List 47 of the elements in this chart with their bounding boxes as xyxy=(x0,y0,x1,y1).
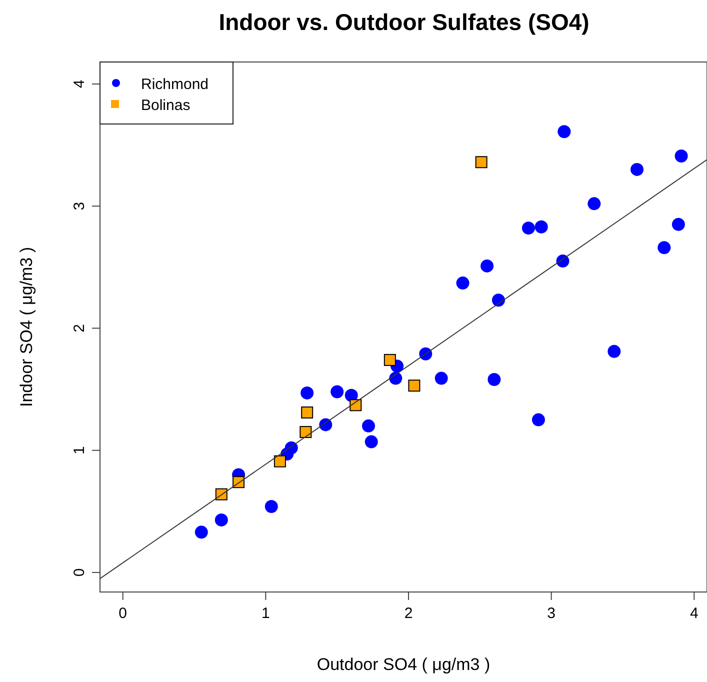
point xyxy=(194,526,208,539)
point xyxy=(488,373,501,386)
point xyxy=(630,162,644,176)
chart-title: Indoor vs. Outdoor Sulfates (SO4) xyxy=(218,9,590,35)
y-tick-label: 0 xyxy=(71,568,88,577)
point xyxy=(364,435,378,448)
point xyxy=(522,222,535,235)
point xyxy=(475,156,488,168)
point xyxy=(274,455,286,468)
point xyxy=(264,500,278,514)
point xyxy=(384,354,396,366)
point xyxy=(672,218,685,231)
point xyxy=(532,413,545,426)
point xyxy=(480,259,494,272)
point xyxy=(362,419,376,432)
point xyxy=(492,294,505,307)
y-tick-label: 4 xyxy=(71,80,88,88)
point xyxy=(674,150,688,163)
legend-label: Richmond xyxy=(141,76,209,93)
point xyxy=(330,385,344,398)
y-tick-label: 1 xyxy=(71,446,88,455)
point xyxy=(434,372,448,385)
point xyxy=(350,399,362,412)
x-tick-label: 2 xyxy=(404,605,413,622)
point xyxy=(456,276,470,290)
x-tick-label: 0 xyxy=(118,605,128,622)
point xyxy=(534,220,548,234)
y-tick-label: 2 xyxy=(71,324,88,332)
point xyxy=(588,197,601,210)
point xyxy=(319,418,332,432)
point xyxy=(300,386,314,400)
x-tick-label: 3 xyxy=(547,605,556,622)
point xyxy=(389,372,402,385)
y-tick-label: 3 xyxy=(71,202,88,210)
legend-label: Bolinas xyxy=(141,97,190,114)
point xyxy=(658,241,671,254)
x-axis-title: Outdoor SO4 ( μg/m3 ) xyxy=(316,655,490,674)
y-axis-title: Indoor SO4 ( μg/m3 ) xyxy=(17,246,36,408)
x-tick-label: 1 xyxy=(262,605,270,622)
point xyxy=(419,347,432,360)
point xyxy=(301,406,314,418)
point xyxy=(558,125,571,138)
x-tick-label: 4 xyxy=(690,605,698,622)
point xyxy=(408,380,420,392)
point xyxy=(214,513,228,526)
point xyxy=(608,344,621,358)
point xyxy=(300,426,312,438)
